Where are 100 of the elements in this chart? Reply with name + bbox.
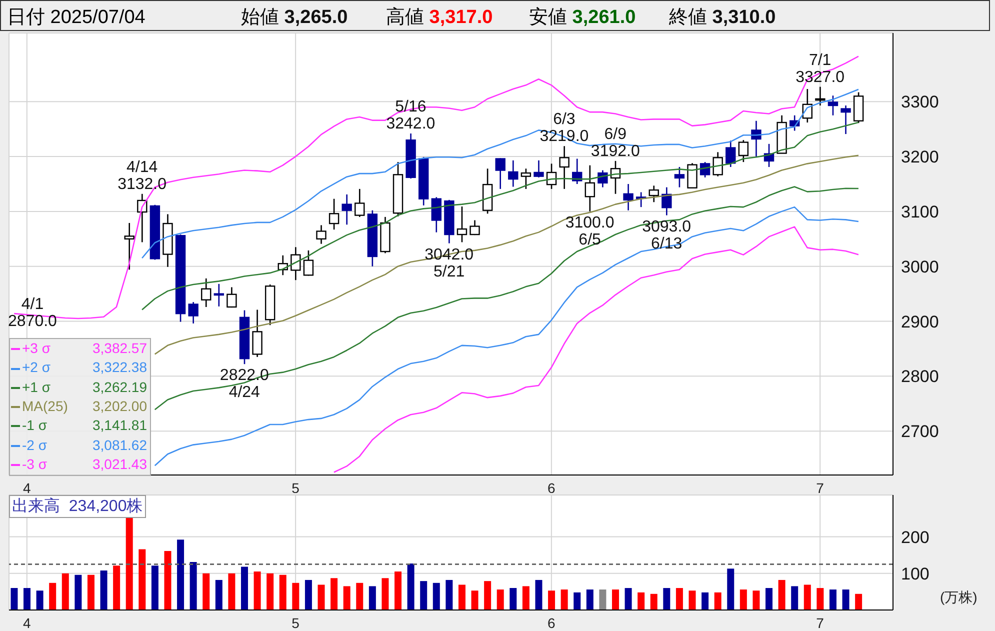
- bar: [304, 580, 312, 610]
- candlestick: [712, 152, 723, 177]
- bar: [394, 572, 402, 610]
- candlestick: [648, 184, 659, 203]
- candlestick: [840, 104, 851, 135]
- x-tick-label: 5: [292, 614, 300, 631]
- candlestick: [201, 278, 212, 308]
- bar: [496, 589, 504, 610]
- bar: [330, 578, 338, 610]
- y-tick-label: 2900: [901, 312, 939, 332]
- candlestick: [662, 186, 672, 216]
- y-axis-title: (万株): [940, 589, 978, 607]
- y-tick-label: 3000: [901, 257, 939, 276]
- bar: [778, 580, 786, 610]
- bar: [612, 589, 619, 610]
- bar: [727, 568, 734, 610]
- annotation: 2822.0 4/24: [220, 367, 269, 402]
- bar: [535, 580, 542, 610]
- candlestick: [456, 206, 468, 243]
- candlestick: [520, 168, 532, 190]
- x-tick-label: 7: [816, 480, 824, 496]
- bar: [624, 588, 632, 610]
- candlestick: [751, 120, 762, 158]
- candlestick: [815, 86, 826, 106]
- bar: [382, 578, 389, 610]
- y-tick-label: 200: [901, 528, 930, 547]
- bar: [279, 574, 286, 610]
- bar: [586, 589, 594, 610]
- bar: [816, 588, 824, 610]
- bar: [266, 573, 274, 610]
- bar: [702, 592, 709, 610]
- x-tick-label: 6: [548, 614, 556, 631]
- bar: [177, 540, 184, 610]
- bar: [560, 589, 568, 610]
- candlestick: [674, 166, 685, 188]
- chart-title: 出来高 234,200株: [9, 495, 146, 518]
- legend-label: MA(25): [22, 398, 68, 414]
- bar: [432, 582, 440, 610]
- bar: [343, 586, 350, 610]
- bar: [855, 594, 862, 610]
- bar: [126, 518, 133, 610]
- bar: [842, 589, 850, 610]
- annotation: 3,021.43: [92, 456, 147, 472]
- y-tick-label: 100: [901, 564, 930, 584]
- candlestick: [316, 224, 326, 244]
- annotation: 3,202.00: [92, 398, 147, 414]
- annotation: 3,141.81: [92, 417, 147, 434]
- bar: [420, 581, 428, 610]
- bar: [663, 588, 670, 610]
- bar: [510, 588, 517, 610]
- legend-label: -3 σ: [22, 456, 47, 472]
- bar: [151, 566, 158, 610]
- x-tick-label: 4: [23, 480, 32, 496]
- candlestick: [700, 161, 710, 178]
- bar: [766, 588, 773, 610]
- bar: [446, 580, 453, 610]
- x-tick-label: 5: [292, 480, 300, 496]
- y-tick-label: 3200: [901, 148, 939, 167]
- candlestick: [470, 220, 480, 236]
- candlestick: [303, 250, 314, 276]
- bar: [522, 586, 530, 610]
- legend-label: +3 σ: [22, 340, 50, 356]
- annotation: 3,382.57: [92, 340, 147, 356]
- bar: [215, 580, 222, 610]
- candlestick: [252, 309, 262, 358]
- bar: [318, 584, 325, 610]
- candlestick: [124, 222, 134, 270]
- candlestick: [188, 301, 198, 324]
- bar: [407, 563, 414, 610]
- annotation: 4/14 3132.0: [118, 158, 167, 193]
- candlestick: [495, 158, 506, 190]
- chart-title: 日付 2025/07/04: [7, 6, 146, 30]
- legend-label: +1 σ: [22, 378, 50, 395]
- candlestick: [508, 160, 518, 188]
- bar: [36, 590, 44, 610]
- annotation: 6/9 3192.0: [590, 126, 640, 160]
- bar: [228, 573, 236, 610]
- annotation: 4/1 2870.0: [8, 296, 57, 330]
- candlestick: [226, 286, 237, 308]
- bar: [752, 590, 760, 610]
- bar: [87, 574, 94, 610]
- legend-label: +2 σ: [22, 359, 50, 376]
- bar: [202, 573, 210, 610]
- annotation: 3,322.38: [92, 359, 147, 376]
- bar: [368, 586, 376, 610]
- bar: [113, 566, 120, 610]
- bar: [791, 586, 798, 610]
- text: 始値 3,265.0 高値 3,317.0 安値 3,261.0 終値 3,310.0: [241, 7, 776, 28]
- bar: [574, 592, 581, 610]
- bar: [599, 589, 606, 610]
- bar: [240, 566, 248, 610]
- candlestick: [342, 194, 352, 226]
- candlestick: [687, 162, 698, 188]
- bar: [458, 584, 466, 610]
- candlestick: [584, 164, 596, 212]
- candlestick: [290, 246, 301, 281]
- bar: [829, 589, 836, 610]
- candlestick: [623, 183, 634, 211]
- candlestick: [214, 283, 224, 308]
- annotation: 3,081.62: [92, 436, 147, 452]
